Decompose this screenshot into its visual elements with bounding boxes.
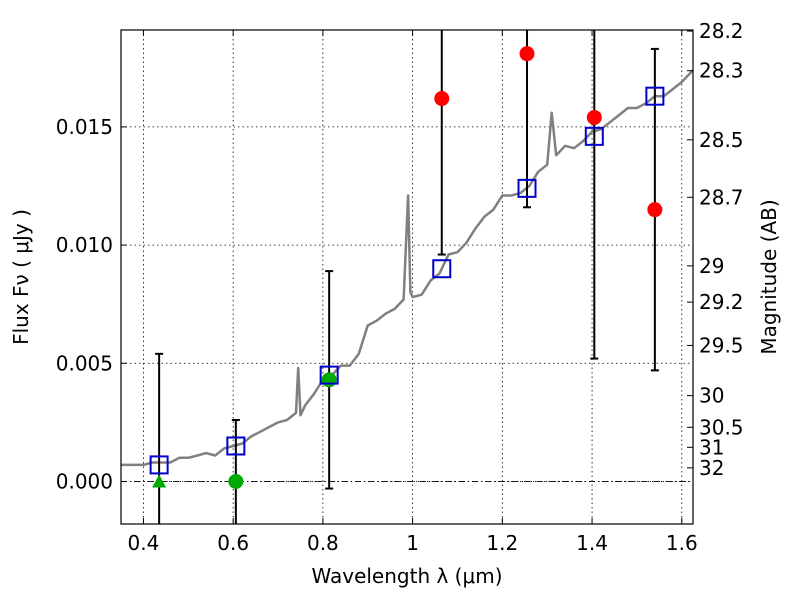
x-tick-label: 1	[406, 531, 419, 555]
axis-ticks: 0.4 0.6 0.8 1 1.2 1.4 1.6 0.000 0.005 0.010 0.015 2…	[56, 19, 744, 555]
model-square	[319, 365, 339, 385]
model-square	[432, 259, 452, 279]
observed-point	[321, 372, 337, 388]
y-tick-label: 0.000	[56, 469, 113, 493]
observed-point	[519, 46, 535, 62]
model-square	[226, 436, 246, 456]
y-tick-label: 0.005	[56, 351, 113, 375]
mag-tick-label: 29.2	[699, 290, 744, 314]
y-tick-label: 0.015	[56, 115, 113, 139]
mag-tick-label: 31	[699, 435, 724, 459]
observed-point	[228, 473, 244, 489]
x-tick-label: 0.8	[307, 531, 339, 555]
observed-triangle	[152, 474, 167, 488]
model-square	[584, 126, 604, 146]
model-square	[517, 178, 537, 198]
grid	[121, 30, 693, 524]
spectrum-line	[121, 69, 694, 467]
model-spectrum	[121, 69, 694, 467]
model-square	[645, 86, 665, 106]
x-tick-label: 0.4	[128, 531, 160, 555]
observed-point	[586, 109, 602, 125]
y-axis-label-right: Magnitude (AB)	[757, 199, 781, 354]
error-bars	[155, 30, 659, 524]
model-square	[149, 455, 169, 475]
mag-tick-label: 29.5	[699, 333, 744, 357]
mag-tick-label: 32	[699, 456, 724, 480]
observed-point	[434, 91, 450, 107]
mag-tick-label: 28.7	[699, 185, 744, 209]
observed-point	[647, 202, 663, 218]
mag-tick-label: 28.3	[699, 59, 744, 83]
x-axis-label: Wavelength λ (μm)	[311, 564, 502, 588]
mag-tick-label: 30	[699, 384, 724, 408]
y-axis-label-left: Flux Fν ( μJy )	[9, 209, 33, 345]
model-photometry	[149, 86, 665, 475]
mag-tick-label: 29	[699, 254, 724, 278]
observed-photometry	[152, 46, 663, 489]
x-tick-label: 1.6	[666, 531, 698, 555]
y-tick-label: 0.010	[56, 233, 113, 257]
mag-tick-label: 28.2	[699, 19, 744, 43]
mag-tick-label: 30.5	[699, 415, 744, 439]
x-tick-label: 1.4	[576, 531, 608, 555]
mag-tick-label: 28.5	[699, 128, 744, 152]
x-tick-label: 0.6	[217, 531, 249, 555]
x-tick-label: 1.2	[486, 531, 518, 555]
plot-frame	[120, 29, 694, 525]
